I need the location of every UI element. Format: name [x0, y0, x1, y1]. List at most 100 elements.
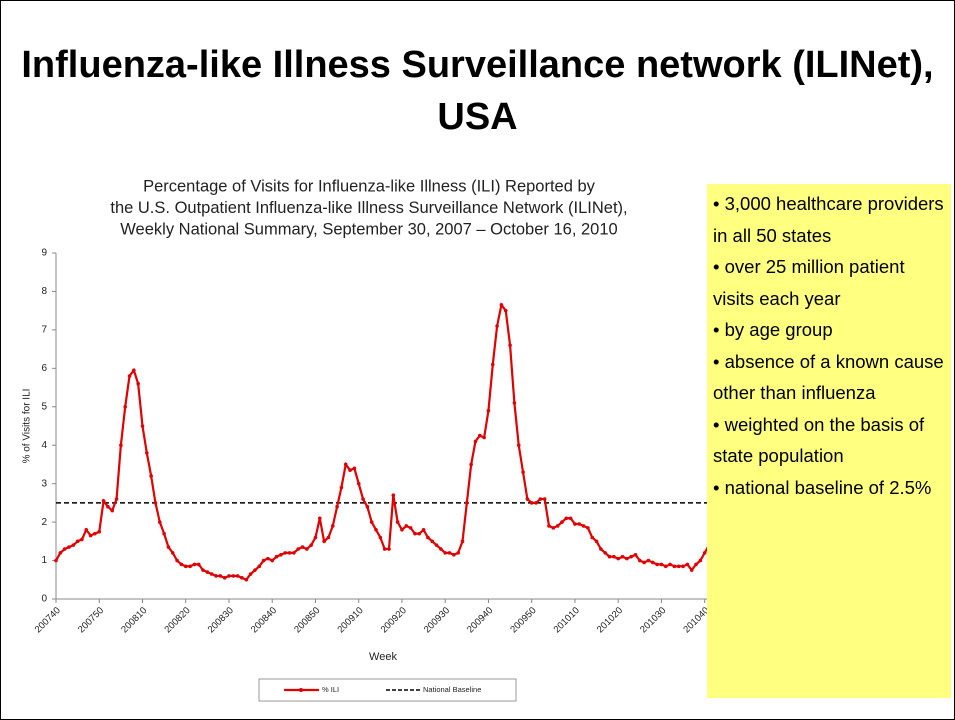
- x-tick-label: 200940: [465, 605, 495, 635]
- point: [581, 524, 586, 528]
- point: [599, 547, 603, 551]
- y-tick-label: 5: [41, 401, 47, 412]
- point: [179, 562, 184, 567]
- x-tick-label: 200750: [76, 605, 106, 635]
- point: [339, 485, 344, 490]
- y-tick-label: 3: [41, 478, 47, 489]
- point: [400, 528, 404, 532]
- x-tick-label: 201030: [638, 605, 668, 635]
- point: [84, 528, 89, 532]
- point: [132, 368, 136, 373]
- point: [378, 535, 383, 540]
- point: [638, 558, 642, 563]
- point: [374, 528, 378, 532]
- point: [253, 568, 257, 572]
- point: [214, 574, 218, 578]
- y-tick-label: 2: [41, 517, 47, 528]
- legend-label: % ILI: [322, 685, 339, 694]
- point: [612, 554, 616, 559]
- x-tick-label: 200910: [335, 605, 365, 635]
- point: [352, 466, 357, 471]
- point: [534, 501, 538, 505]
- point: [525, 497, 530, 501]
- point: [162, 531, 166, 536]
- point: [153, 501, 158, 505]
- point: [452, 552, 456, 557]
- point: [564, 516, 569, 521]
- point: [317, 516, 322, 521]
- point: [244, 577, 249, 582]
- point: [205, 570, 210, 574]
- chart-title: Percentage of Visits for Influenza-like …: [143, 177, 596, 195]
- point: [395, 520, 400, 524]
- x-tick-label: 200840: [249, 605, 279, 635]
- point: [322, 539, 326, 544]
- y-tick-label: 0: [41, 594, 47, 605]
- point: [248, 572, 253, 576]
- point: [136, 381, 140, 386]
- point: [292, 551, 296, 555]
- legend-label: National Baseline: [423, 685, 481, 694]
- point: [625, 556, 629, 561]
- point: [663, 564, 668, 569]
- bullet: weighted on the basis of state populatio…: [713, 409, 945, 472]
- point: [512, 401, 517, 405]
- point: [283, 551, 287, 555]
- point: [101, 499, 106, 503]
- point: [62, 547, 67, 551]
- point: [694, 562, 698, 567]
- point: [365, 504, 370, 509]
- notes-box: 3,000 healthcare providers in all 50 sta…: [707, 184, 951, 698]
- point: [538, 497, 543, 501]
- point: [413, 531, 417, 536]
- point: [296, 547, 300, 551]
- chart-title: Weekly National Summary, September 30, 2…: [120, 220, 617, 238]
- point: [93, 531, 97, 536]
- bullet: by age group: [713, 314, 945, 346]
- point: [668, 562, 672, 567]
- point: [305, 547, 309, 551]
- x-tick-label: 200950: [508, 605, 538, 635]
- point: [473, 439, 478, 444]
- point: [140, 424, 145, 428]
- point: [702, 551, 707, 555]
- point: [196, 562, 201, 567]
- point: [157, 520, 162, 524]
- point: [482, 435, 486, 440]
- point: [508, 343, 512, 348]
- legend-marker: [299, 688, 303, 692]
- point: [227, 574, 231, 578]
- point: [127, 374, 132, 378]
- point: [568, 516, 573, 521]
- point: [560, 520, 564, 524]
- point: [529, 501, 534, 505]
- y-axis-title: % of Visits for ILI: [22, 389, 33, 464]
- point: [655, 562, 659, 567]
- point: [114, 497, 119, 501]
- point: [681, 564, 685, 569]
- point: [149, 474, 153, 478]
- x-tick-label: 200930: [422, 605, 452, 635]
- point: [54, 558, 58, 563]
- point: [209, 572, 214, 576]
- point: [603, 551, 608, 555]
- point: [58, 551, 63, 555]
- point: [309, 543, 313, 547]
- point: [119, 443, 123, 448]
- point: [460, 539, 465, 544]
- point: [616, 556, 620, 561]
- point: [620, 554, 625, 559]
- point: [279, 552, 283, 557]
- bullet: absence of a known cause other than infl…: [713, 346, 945, 409]
- point: [689, 568, 694, 572]
- point: [478, 433, 482, 438]
- point: [300, 545, 305, 549]
- point: [369, 520, 374, 524]
- bullet: over 25 million patient visits each year: [713, 251, 945, 314]
- point: [287, 551, 292, 555]
- point: [439, 547, 443, 551]
- point: [426, 535, 430, 540]
- x-tick-label: 200920: [379, 605, 409, 635]
